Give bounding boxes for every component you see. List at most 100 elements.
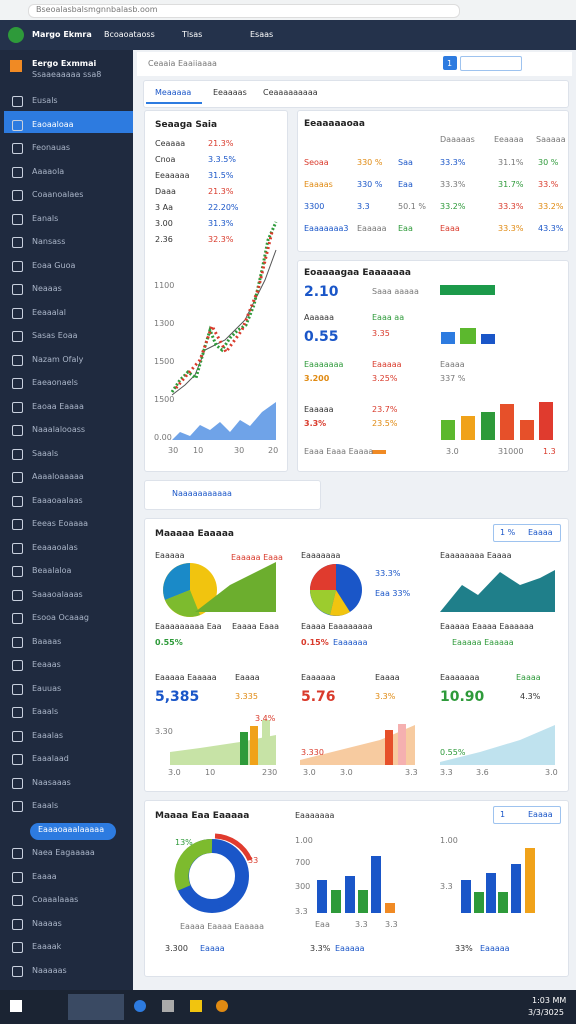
taskbar-icon[interactable] (216, 1000, 228, 1012)
nav-icon (12, 472, 23, 483)
tab[interactable]: Eeaaaas (213, 88, 247, 97)
row-label: 3 Aa (155, 203, 174, 212)
nav-item[interactable]: Saaaoalaaas (32, 589, 83, 599)
nav-item[interactable]: Esooa Ocaaag (32, 613, 89, 622)
nav-item[interactable]: Eaaaak (32, 942, 62, 951)
bar (461, 416, 475, 440)
ratios-card (297, 110, 569, 252)
search-box[interactable] (144, 480, 321, 510)
nav-item[interactable]: Eaaals (32, 707, 59, 716)
metric: Eaaaaa (335, 944, 365, 953)
nav-item[interactable]: Eeaaaoalas (32, 542, 78, 552)
taskbar-app[interactable] (68, 994, 124, 1020)
taskbar-icon[interactable] (162, 1000, 174, 1012)
metric: Eaaaaaaa (304, 360, 344, 369)
row-label: Eeaaaaa (155, 171, 190, 180)
nav-icon (12, 401, 23, 413)
tab-underline (146, 102, 202, 104)
nav-icon (12, 566, 23, 577)
card-title: Eeaaaaaoaa (304, 119, 365, 129)
metric: Eaa 33% (375, 589, 411, 598)
filter-select[interactable] (460, 56, 522, 71)
nav-item[interactable]: Eeaaas (32, 660, 61, 669)
nav-item[interactable]: Eaeaonaels (32, 378, 78, 387)
search-text[interactable]: Naaaaaaaaaaa (172, 489, 232, 498)
nav-item[interactable]: Eaaals (32, 801, 59, 810)
tab[interactable]: Meaaaaa (155, 88, 192, 97)
nav-item[interactable]: Baaaas (32, 636, 62, 646)
sidebar-button[interactable] (30, 823, 116, 840)
nav-item[interactable]: Naaalalooass (32, 425, 86, 434)
metric: 23.7% (372, 405, 398, 414)
y-tick-label: 0.00 (154, 433, 172, 442)
app-logo (8, 27, 24, 43)
metric: 3.0 (303, 768, 316, 777)
nav-item[interactable]: Neaaas (32, 284, 62, 293)
metric: 33% (455, 944, 473, 953)
nav-item[interactable]: Eaaalaad (32, 754, 69, 763)
nav-item[interactable]: Feonauas (32, 143, 71, 152)
nav-icon (12, 683, 23, 695)
metric: 700 (295, 858, 311, 867)
nav-item[interactable]: Naaaaas (32, 965, 67, 975)
menu-item[interactable]: Bcoaoataoss (104, 30, 155, 39)
nav-item[interactable]: Naaaas (32, 918, 62, 928)
cell: 3.3 (357, 202, 370, 211)
metric: Eaaaaa Eaaaaa (155, 673, 217, 682)
nav-item[interactable]: Beaalaloa (32, 566, 72, 575)
metric: 10.90 (440, 689, 485, 705)
nav-item[interactable]: Eaaaa (32, 871, 57, 881)
nav-icon (12, 636, 23, 648)
bar (481, 412, 495, 440)
sidebar-subtitle: Ssaaeaaaaa ssa8 (32, 70, 102, 79)
menu-item[interactable]: Esaas (250, 30, 274, 39)
cell: Eaaaaa (357, 224, 387, 233)
row-value: 21.3% (208, 187, 234, 196)
nav-item[interactable]: Nazam Ofaly (32, 354, 84, 364)
metric: Eaaaaaaaaa Eaa (155, 622, 222, 631)
filter-button[interactable] (443, 56, 457, 70)
toggle[interactable]: Eaaaa (528, 528, 553, 537)
pie-slice (310, 590, 336, 615)
nav-item[interactable]: Eaoaa Eaaaa (32, 401, 84, 411)
bar (486, 873, 496, 913)
x-tick-label: 30 (168, 446, 179, 455)
nav-item[interactable]: Eeaaalal (32, 307, 67, 317)
nav-item[interactable]: Eaaalas (32, 730, 64, 740)
nav-item[interactable]: Sasas Eoaa (32, 331, 78, 340)
tab[interactable]: Ceaaaaaaaaa (263, 88, 318, 97)
margin-toggle[interactable] (493, 524, 561, 542)
url[interactable]: Bseoalasbalsmgnnbalasb.oom (36, 5, 158, 14)
metric: 13% (175, 838, 193, 847)
nav-item[interactable]: Eusals (32, 96, 58, 105)
nav-item[interactable]: Eeeas Eoaaaa (32, 519, 89, 528)
toggle[interactable]: 1 % (500, 528, 516, 537)
metric: Eaaa aa (372, 313, 405, 322)
nav-item[interactable]: Eoaa Guoa (32, 260, 76, 270)
nav-item[interactable]: Coaaalaaas (32, 895, 79, 904)
nav-item[interactable]: Aaaaloaaaaa (32, 472, 84, 481)
metric: E3 (212, 904, 223, 913)
bottom-toggle[interactable] (493, 806, 561, 824)
start-button[interactable] (10, 1000, 22, 1012)
nav-item[interactable]: Eaoaaloaa (32, 119, 74, 129)
nav-item[interactable]: Naasaaas (32, 777, 71, 787)
metric: 3.3 (295, 907, 308, 916)
taskbar-icon[interactable] (190, 1000, 202, 1012)
nav-item[interactable]: Nansass (32, 237, 66, 246)
toggle[interactable]: Eaaaa (528, 810, 553, 819)
taskbar-icon[interactable] (134, 1000, 146, 1012)
toggle[interactable]: 1 (500, 810, 506, 819)
menu-item[interactable]: Tlsas (182, 30, 203, 39)
nav-item[interactable]: Naea Eagaaaaa (32, 848, 95, 857)
nav-item[interactable]: Eanals (32, 213, 59, 223)
nav-item[interactable]: Saaals (32, 448, 59, 458)
nav-item[interactable]: Aaaaola (32, 166, 65, 176)
nav-item[interactable]: Eauuas (32, 683, 62, 693)
page-number[interactable]: 1 (447, 59, 453, 68)
column-header: Eeaaaa (494, 135, 524, 144)
nav-item[interactable]: Eaaaoaaalaaaaa (38, 824, 105, 834)
nav-item[interactable]: Eaaaoaalaas (32, 495, 83, 505)
nav-item[interactable]: Coaanoalaes (32, 190, 84, 199)
url-box[interactable] (28, 4, 460, 18)
